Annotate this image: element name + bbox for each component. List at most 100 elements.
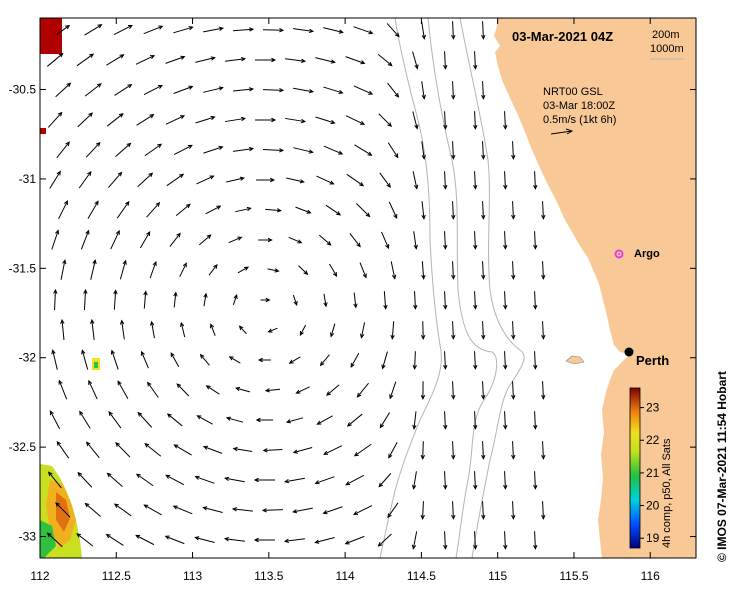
current-arrow bbox=[106, 472, 123, 487]
current-arrow bbox=[316, 415, 333, 425]
current-arrow bbox=[203, 26, 224, 33]
current-arrow bbox=[292, 507, 313, 514]
current-arrow bbox=[175, 203, 191, 217]
current-arrow bbox=[51, 349, 58, 370]
current-arrow bbox=[137, 172, 154, 188]
current-arrow bbox=[262, 448, 283, 453]
current-arrow bbox=[511, 321, 516, 340]
contour-legend-1000m: 1000m bbox=[650, 43, 684, 55]
current-arrow bbox=[56, 141, 70, 159]
current-arrow bbox=[443, 111, 448, 130]
current-arrow bbox=[58, 200, 68, 220]
current-arrow bbox=[165, 55, 186, 64]
current-arrow bbox=[47, 471, 62, 489]
current-arrow bbox=[235, 206, 252, 213]
current-arrow bbox=[225, 416, 244, 423]
current-arrow bbox=[164, 535, 185, 545]
current-arrow bbox=[169, 232, 181, 247]
current-arrow bbox=[105, 533, 124, 546]
current-arrow bbox=[352, 505, 373, 515]
current-arrow bbox=[106, 113, 124, 127]
current-arrow bbox=[481, 21, 486, 40]
current-arrow bbox=[378, 113, 393, 128]
current-arrow bbox=[451, 21, 456, 40]
current-arrow bbox=[323, 445, 343, 455]
current-arrow bbox=[314, 536, 335, 544]
current-arrow bbox=[533, 531, 538, 550]
current-arrow bbox=[261, 508, 284, 513]
current-arrow bbox=[80, 229, 90, 250]
contour-legend-200m: 200m bbox=[652, 29, 680, 41]
current-arrow bbox=[288, 236, 303, 244]
current-arrow bbox=[179, 321, 186, 338]
current-arrow bbox=[503, 411, 508, 430]
current-arrow bbox=[511, 261, 516, 280]
y-tick-label: -33 bbox=[19, 530, 37, 544]
current-arrow bbox=[421, 261, 426, 280]
current-arrow bbox=[319, 354, 330, 367]
current-arrow bbox=[113, 289, 118, 310]
current-arrow bbox=[253, 537, 275, 543]
current-arrow bbox=[473, 351, 478, 370]
current-arrow bbox=[262, 27, 285, 33]
current-arrow bbox=[481, 81, 486, 100]
sst-patch-north bbox=[40, 18, 62, 54]
current-arrow bbox=[224, 476, 245, 483]
current-arrow bbox=[443, 471, 448, 490]
current-arrow bbox=[295, 386, 310, 394]
x-tick-label: 112 bbox=[30, 569, 49, 583]
current-arrow bbox=[390, 321, 395, 340]
current-arrow bbox=[326, 384, 340, 396]
current-arrow bbox=[292, 447, 313, 454]
current-arrow bbox=[228, 236, 243, 244]
current-arrow bbox=[140, 350, 149, 369]
current-arrow bbox=[451, 321, 456, 340]
current-arrow bbox=[388, 442, 398, 459]
current-arrow bbox=[541, 321, 546, 340]
current-arrow bbox=[421, 141, 426, 160]
current-arrow bbox=[195, 56, 216, 63]
current-arrow bbox=[166, 413, 183, 427]
y-tick-label: -32 bbox=[19, 351, 37, 365]
current-arrow bbox=[443, 291, 448, 310]
current-arrow bbox=[356, 203, 371, 218]
current-arrow bbox=[173, 85, 194, 94]
current-arrow bbox=[541, 441, 546, 460]
current-arrow bbox=[379, 172, 391, 188]
current-arrow bbox=[451, 141, 456, 160]
current-arrow bbox=[412, 51, 419, 70]
current-arrow bbox=[533, 291, 538, 310]
current-arrow bbox=[349, 233, 361, 248]
current-arrow bbox=[451, 261, 456, 280]
current-arrow bbox=[353, 85, 374, 95]
current-arrow bbox=[533, 411, 538, 430]
current-arrow bbox=[55, 502, 71, 518]
current-arrow bbox=[318, 234, 332, 246]
current-arrow bbox=[350, 352, 360, 368]
current-arrow bbox=[76, 53, 95, 67]
current-arrow bbox=[149, 320, 155, 339]
colorbar-tick-label: 21 bbox=[646, 466, 660, 480]
current-arrow bbox=[115, 142, 132, 158]
current-arrow bbox=[202, 506, 223, 514]
current-arrow bbox=[257, 357, 271, 363]
current-arrow bbox=[325, 204, 342, 216]
current-arrow bbox=[344, 535, 365, 545]
current-arrow bbox=[473, 231, 478, 250]
current-arrow bbox=[198, 234, 212, 246]
argo-label: Argo bbox=[634, 248, 660, 260]
current-arrow bbox=[533, 171, 538, 190]
current-arrow bbox=[173, 444, 192, 456]
current-arrow bbox=[299, 324, 307, 337]
current-arrow bbox=[116, 200, 130, 219]
current-arrow bbox=[81, 349, 89, 370]
y-tick-label: -31.5 bbox=[9, 261, 37, 275]
current-arrow bbox=[255, 417, 274, 423]
current-arrow bbox=[232, 87, 255, 92]
current-arrow bbox=[411, 471, 417, 490]
current-arrow bbox=[541, 261, 546, 280]
current-arrow bbox=[481, 501, 486, 520]
current-arrow bbox=[473, 111, 478, 130]
current-arrow bbox=[77, 471, 93, 488]
current-arrow bbox=[541, 201, 546, 220]
